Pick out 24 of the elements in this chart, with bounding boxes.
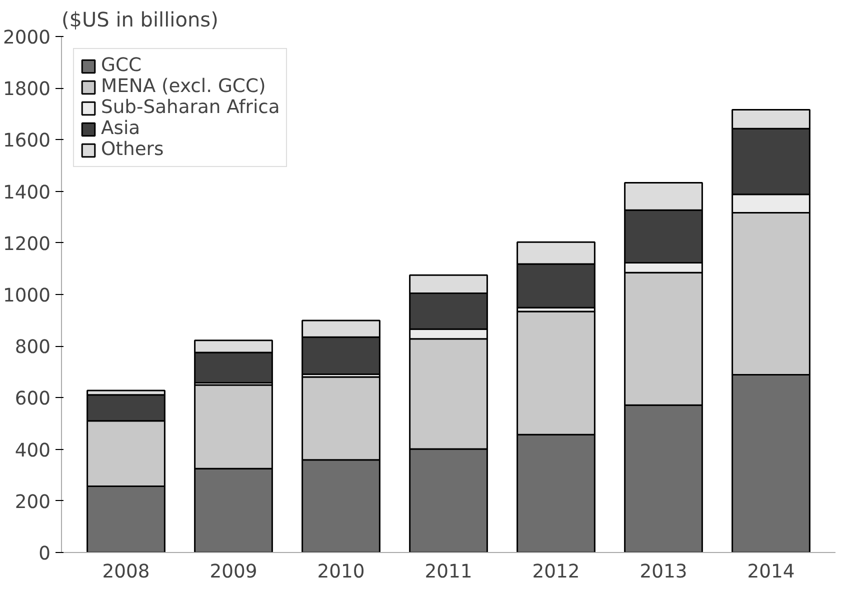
y-axis-title: ($US in billions) [62, 8, 218, 32]
y-tick-label: 1600 [3, 130, 51, 152]
legend-label: MENA (excl. GCC) [101, 76, 266, 97]
x-tick-label: 2014 [747, 562, 795, 582]
y-tick-label: 2000 [3, 28, 51, 48]
x-tick-label: 2010 [317, 562, 365, 582]
x-tick-label: 2013 [640, 562, 688, 582]
x-tick-label: 2012 [532, 562, 580, 582]
legend-label: Sub-Saharan Africa [101, 97, 280, 118]
y-tick-label: 600 [14, 388, 50, 410]
y-tick-label: 1800 [3, 79, 51, 100]
x-tick-label: 2008 [102, 562, 150, 582]
y-tick-label: 1200 [3, 234, 51, 255]
y-tick-label: 1400 [3, 182, 51, 204]
y-tick-label: 800 [14, 337, 50, 358]
y-tick-label: 0 [38, 544, 51, 564]
x-tick-label: 2011 [424, 562, 472, 582]
legend-label: Others [101, 139, 164, 160]
legend-label: Asia [101, 118, 140, 139]
x-tick-label: 2009 [210, 562, 258, 582]
y-tick-label: 200 [14, 492, 50, 513]
legend-label: GCC [101, 55, 142, 76]
y-tick-label: 400 [14, 440, 50, 462]
y-tick-label: 1000 [3, 286, 51, 306]
